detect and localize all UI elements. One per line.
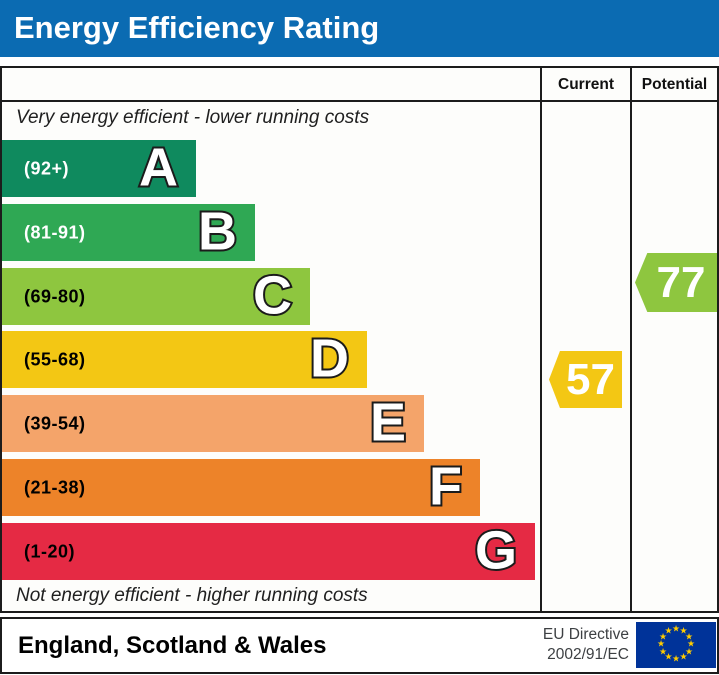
potential-rating-value: 77	[656, 257, 706, 307]
eu-flag-star-icon: ★	[684, 632, 694, 642]
band-range-label: (39-54)	[24, 413, 86, 433]
current-column-header: Current	[558, 76, 614, 93]
rating-band: (92+) A	[2, 136, 196, 197]
eu-directive-text: EU Directive 2002/91/EC	[507, 625, 629, 667]
potential-column-header: Potential	[641, 76, 708, 93]
current-rating-arrow: 57	[549, 351, 622, 408]
eu-flag-star-icon: ★	[679, 626, 688, 637]
eu-flag-star-icon: ★	[658, 647, 668, 657]
footer: England, Scotland & Wales EU Directive 2…	[0, 617, 719, 674]
eu-flag-star-icon: ★	[664, 652, 673, 663]
rating-band: (55-68) D	[2, 327, 367, 388]
eu-flag-star-icon: ★	[671, 654, 681, 665]
eu-flag-star-icon: ★	[684, 647, 694, 657]
band-letter: F	[427, 455, 464, 516]
top-note: Very energy efficient - lower running co…	[16, 107, 370, 128]
eu-flag-star-icon: ★	[679, 652, 688, 663]
eu-flag-star-icon: ★	[656, 639, 666, 650]
eu-flag-icon: ★ ★ ★ ★ ★ ★ ★ ★ ★ ★ ★ ★	[636, 622, 716, 668]
eu-flag-star-icon: ★	[658, 632, 668, 642]
current-rating-value: 57	[566, 354, 615, 404]
page-title: Energy Efficiency Rating	[0, 0, 719, 57]
band-letter: D	[308, 327, 351, 388]
band-letter: A	[137, 136, 180, 197]
band-range-label: (55-68)	[24, 349, 86, 369]
band-range-label: (81-91)	[24, 222, 86, 242]
band-letter: C	[251, 264, 294, 325]
rating-band: (39-54) E	[2, 391, 424, 452]
current-column-divider	[540, 68, 542, 611]
band-range-label: (21-38)	[24, 477, 86, 497]
band-letter: B	[196, 200, 239, 261]
eu-directive-line1: EU Directive	[542, 625, 629, 643]
rating-band: (69-80) C	[2, 264, 310, 325]
eu-flag-star-icon: ★	[664, 626, 673, 637]
rating-band: (21-38) F	[2, 455, 480, 516]
rating-band: (81-91) B	[2, 200, 255, 261]
band-range-label: (92+)	[24, 158, 70, 178]
rating-band: (1-20) G	[2, 519, 535, 580]
header-separator	[2, 100, 717, 102]
region-label: England, Scotland & Wales	[18, 631, 327, 659]
potential-rating-arrow: 77	[635, 253, 717, 312]
eu-flag-star-icon: ★	[671, 624, 681, 635]
potential-column-divider	[630, 68, 632, 611]
energy-rating-chart: Current Potential Very energy efficient …	[0, 66, 719, 613]
band-range-label: (1-20)	[24, 541, 76, 561]
band-range-label: (69-80)	[24, 286, 86, 306]
band-letter: E	[368, 391, 408, 452]
bottom-note: Not energy efficient - higher running co…	[16, 585, 368, 606]
eu-directive-line2: 2002/91/EC	[547, 646, 629, 664]
band-letter: G	[473, 519, 519, 580]
eu-flag-star-icon: ★	[686, 639, 696, 650]
